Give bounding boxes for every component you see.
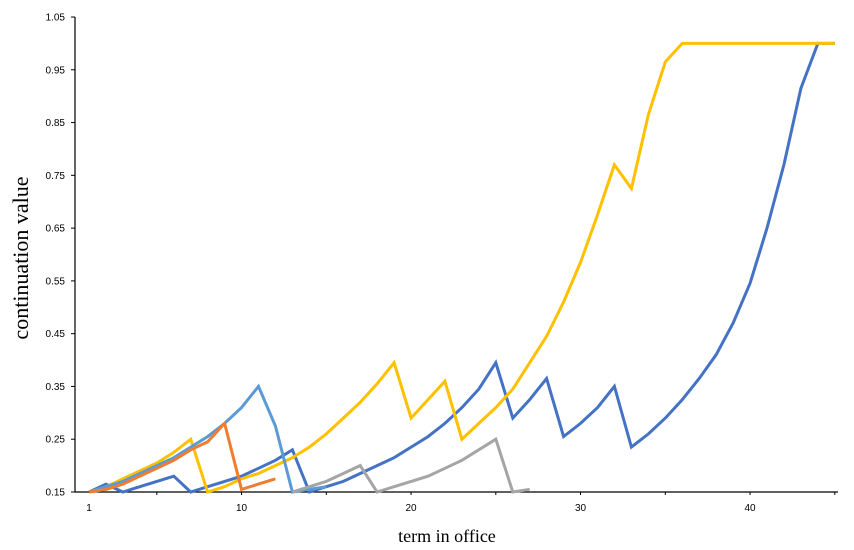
y-tick-label: 0.25 — [46, 435, 66, 446]
y-tick-label: 0.55 — [46, 276, 66, 287]
series-line-3 — [88, 383, 327, 494]
x-axis-title: term in office — [398, 526, 496, 546]
x-tick-label: 10 — [236, 503, 248, 514]
y-tick-label: 0.45 — [46, 329, 66, 340]
x-tick-label: 40 — [744, 503, 756, 514]
x-tick-label: 1 — [86, 503, 92, 514]
y-tick-label: 0.85 — [46, 118, 66, 129]
y-tick-label: 1.05 — [46, 13, 66, 24]
x-tick-label: 20 — [405, 503, 417, 514]
y-tick-label: 0.75 — [46, 171, 66, 182]
y-axis: 0.15 0.25 0.35 0.45 0.55 0.65 0.75 0.85 0.95 1.05 — [46, 13, 76, 499]
series-line-4 — [88, 420, 276, 494]
y-tick-label: 0.95 — [46, 65, 66, 76]
y-axis-title: continuation value — [8, 176, 33, 339]
x-axis: 1 10 20 30 40 — [75, 491, 838, 514]
series-line-5 — [291, 436, 530, 494]
y-tick-label: 0.65 — [46, 224, 66, 235]
series-line-2 — [88, 41, 835, 494]
series-layer — [88, 41, 835, 494]
series-line-1 — [88, 41, 835, 494]
y-tick-label: 0.35 — [46, 382, 66, 393]
x-tick-label: 30 — [575, 503, 587, 514]
y-tick-label: 0.15 — [46, 488, 66, 499]
